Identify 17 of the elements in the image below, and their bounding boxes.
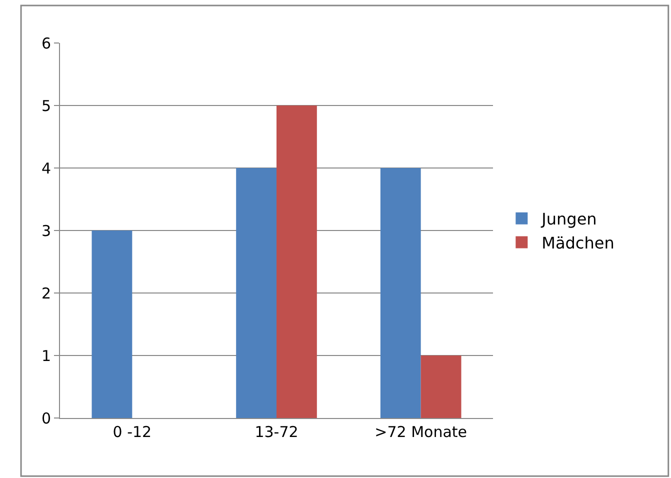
y-tick-label: 6 [41, 34, 51, 52]
bar [380, 168, 421, 418]
x-tick-label: 13-72 [254, 423, 298, 441]
x-tick-label: >72 Monate [374, 423, 468, 441]
bar [92, 230, 132, 418]
bar [236, 168, 276, 418]
y-tick-label: 0 [41, 409, 51, 428]
x-tick-label: 0 -12 [112, 423, 152, 441]
y-tick-label: 1 [41, 346, 51, 365]
bar [420, 356, 462, 418]
bar [276, 106, 317, 418]
y-tick-label: 3 [41, 222, 51, 240]
y-tick-label: 4 [41, 159, 51, 178]
y-tick-label: 5 [41, 96, 51, 115]
legend-label: Mädchen [542, 233, 614, 252]
legend-label: Jungen [540, 210, 597, 229]
y-tick-label: 2 [41, 284, 51, 302]
